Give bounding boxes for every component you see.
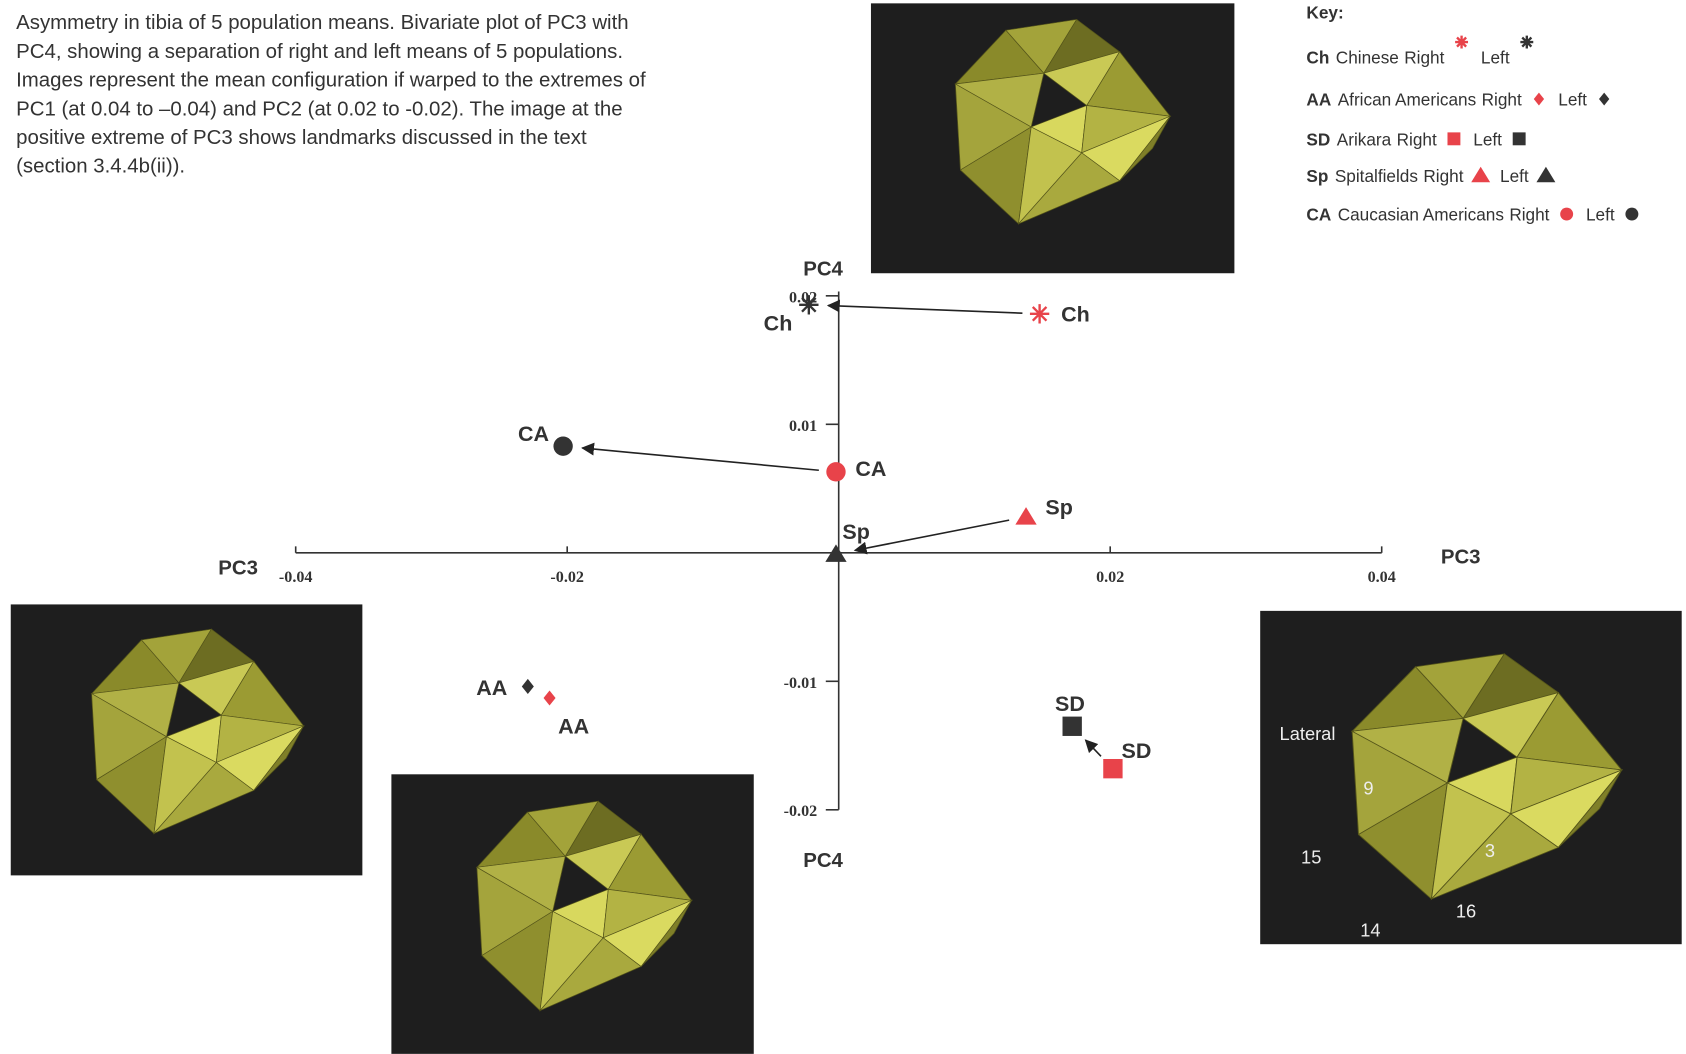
key-name: Chinese (1336, 48, 1399, 68)
y-axis-label: PC4 (803, 850, 843, 872)
key-code: Sp (1306, 166, 1328, 186)
x-tick-label: 0.02 (1096, 569, 1124, 586)
facet (640, 900, 693, 967)
caption-line: Images represent the mean configuration … (16, 70, 646, 92)
x-axis-label: PC3 (1441, 547, 1481, 569)
key-right: Right (1509, 205, 1549, 225)
facet (1431, 813, 1560, 900)
y-tick-label: 0.01 (789, 418, 817, 435)
polyhedron (475, 800, 693, 1012)
x-axis-label: PC3 (218, 557, 258, 579)
key-title: Key: (1306, 2, 1343, 22)
x-tick-label: 0.04 (1368, 569, 1396, 586)
key-left: Left (1481, 48, 1510, 68)
image-label: 15 (1301, 847, 1321, 868)
facet (1018, 152, 1121, 225)
point-label: CA (855, 457, 886, 481)
point-label: SD (1055, 692, 1085, 716)
facet (153, 762, 255, 834)
point (799, 295, 819, 315)
key-left: Left (1586, 205, 1615, 225)
point (553, 436, 573, 456)
key-right: Right (1404, 48, 1444, 68)
caption-line: Asymmetry in tibia of 5 population means… (16, 12, 628, 34)
polyhedron (954, 18, 1172, 225)
arrow (1084, 739, 1102, 757)
facet (539, 937, 642, 1011)
image-label: Lateral (1280, 723, 1336, 744)
caption-line: (section 3.4.4b(ii)). (16, 156, 185, 178)
point (1103, 758, 1123, 779)
key-left: Left (1500, 166, 1529, 186)
key-left: Left (1558, 90, 1587, 110)
point (1015, 507, 1037, 525)
image-panels: Lateral 9 15 3 16 14 (10, 3, 1682, 1054)
key-marker (1536, 166, 1556, 183)
image-label: 14 (1360, 920, 1380, 941)
point (825, 544, 847, 562)
key-name: Spitalfields (1335, 166, 1418, 186)
key-marker (1455, 35, 1469, 49)
key-marker (1512, 132, 1526, 146)
x-tick-label: -0.04 (279, 569, 313, 586)
point-label: Sp (842, 520, 869, 544)
y-tick-label: -0.02 (784, 803, 818, 820)
key-name: Arikara (1337, 129, 1392, 149)
polyhedron (90, 628, 305, 835)
point-label: AA (558, 714, 589, 738)
caption-line: PC1 (at 0.04 to –0.04) and PC2 (at 0.02 … (16, 98, 623, 120)
y-axis-label: PC4 (803, 258, 843, 280)
caption-line: positive extreme of PC3 shows landmarks … (16, 127, 587, 149)
key-right: Right (1423, 166, 1463, 186)
point (543, 690, 556, 706)
key-marker (1447, 132, 1461, 146)
facet (253, 725, 304, 791)
key-right: Right (1482, 90, 1522, 110)
key-left: Left (1473, 129, 1502, 149)
key-code: Ch (1306, 48, 1329, 68)
point (826, 462, 846, 482)
key-marker (1599, 92, 1610, 106)
point-label: Ch (764, 312, 793, 336)
image-label: 9 (1363, 778, 1373, 799)
point-label: CA (518, 422, 549, 446)
key-marker (1471, 166, 1491, 183)
key-right: Right (1397, 129, 1437, 149)
arrow (826, 299, 1023, 314)
point-label: AA (476, 676, 507, 700)
caption: Asymmetry in tibia of 5 population means… (16, 12, 646, 178)
point-label: Sp (1045, 496, 1072, 520)
key-code: AA (1306, 90, 1331, 110)
point (1029, 304, 1050, 324)
key-marker (1520, 35, 1534, 49)
image-label: 16 (1456, 900, 1476, 921)
polyhedron (1350, 653, 1624, 901)
key-name: African Americans (1338, 90, 1477, 110)
image-label: 3 (1485, 840, 1495, 861)
y-tick-label: -0.01 (784, 675, 818, 692)
point-label: SD (1122, 739, 1152, 763)
key-marker (1625, 207, 1639, 221)
key-name: Caucasian Americans (1338, 205, 1504, 225)
key-marker (1560, 207, 1574, 221)
point (521, 678, 534, 694)
facet (1119, 116, 1171, 181)
x-tick-label: -0.02 (550, 569, 584, 586)
arrow (853, 519, 1010, 555)
key-marker (1533, 92, 1545, 106)
facet (1557, 769, 1623, 848)
key-code: CA (1306, 205, 1331, 225)
point (1062, 716, 1082, 736)
point-label: Ch (1061, 302, 1090, 326)
arrow (581, 442, 819, 472)
caption-line: PC4, showing a separation of right and l… (16, 41, 623, 63)
key-code: SD (1306, 129, 1330, 149)
